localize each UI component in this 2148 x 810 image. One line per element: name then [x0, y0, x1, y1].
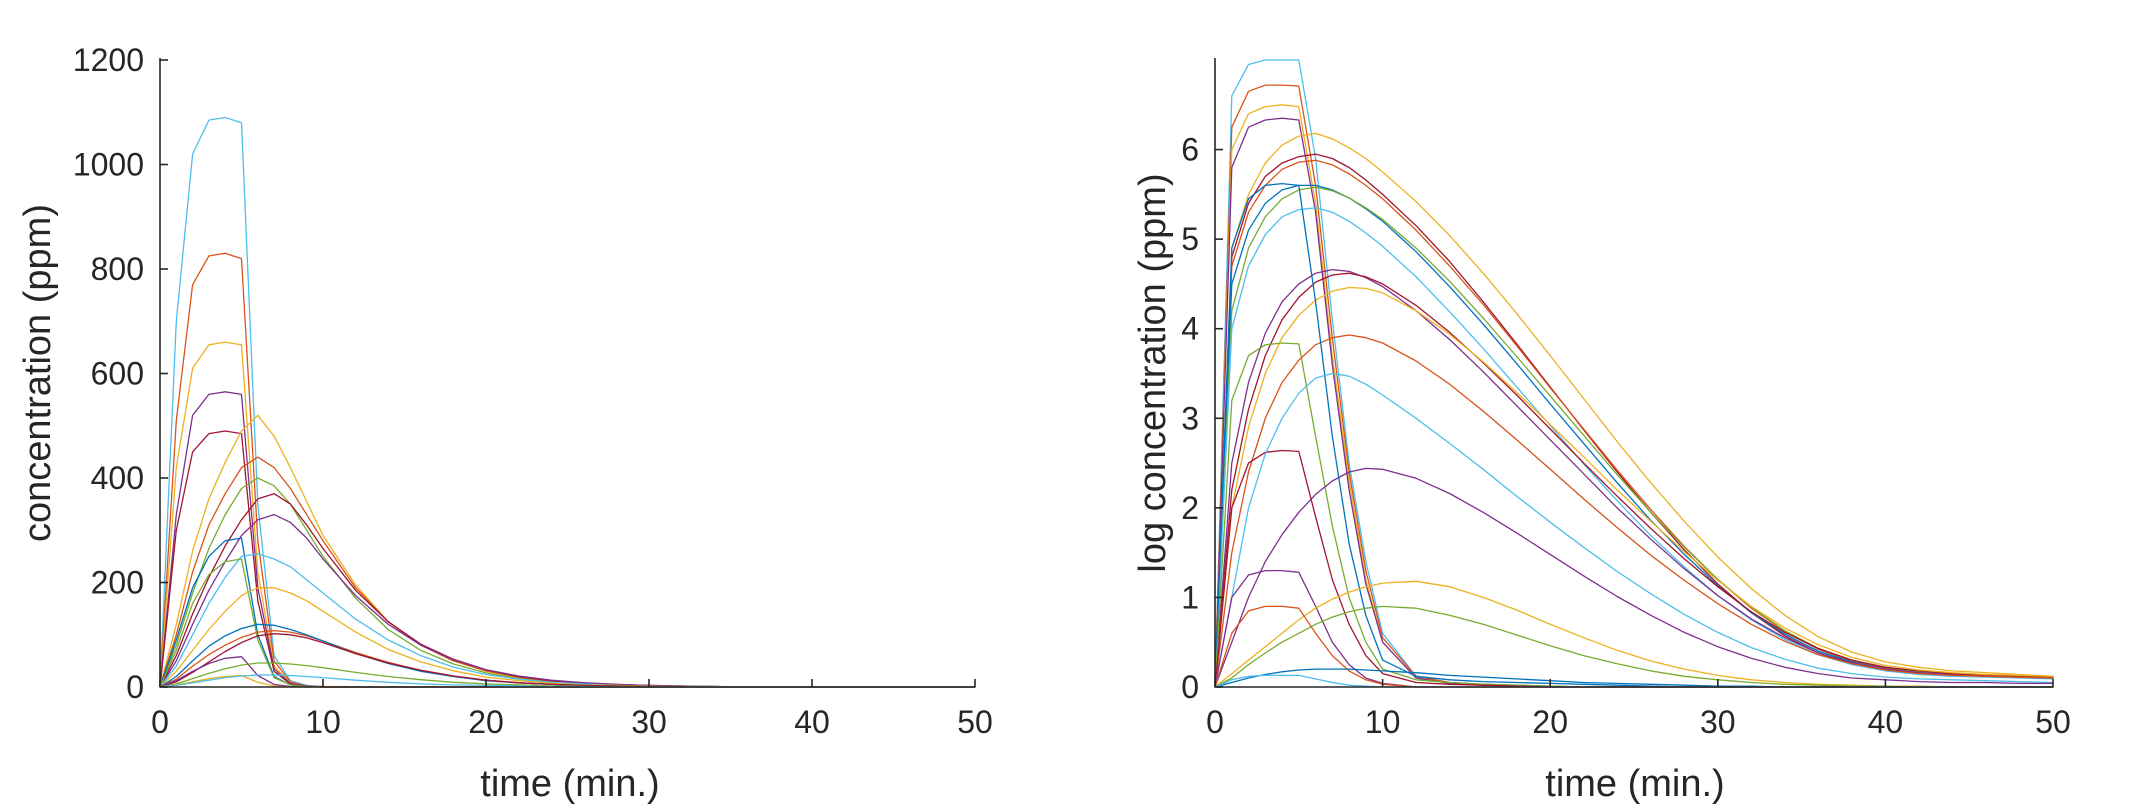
left-chart-y-tick-label: 0	[126, 669, 144, 705]
left-chart-x-tick-label: 0	[151, 704, 169, 740]
right-chart-y-tick-label: 6	[1181, 132, 1199, 168]
right-chart-series-line-13	[1214, 286, 2054, 688]
right-chart-x-tick-label: 0	[1206, 704, 1224, 740]
left-chart-series-line-8	[159, 456, 976, 688]
right-chart-x-tick-label: 20	[1532, 704, 1568, 740]
right-chart-series-line-7	[1214, 159, 2054, 688]
right-chart-series-line-14	[1214, 334, 2054, 688]
right-chart-series-line-8	[1214, 184, 2054, 688]
right-chart-series-line-1	[1214, 59, 2054, 688]
right-chart-series-line-6	[1214, 132, 2054, 688]
left-chart-series-line-5	[159, 430, 976, 688]
left-chart-y-tick-label: 600	[91, 356, 144, 392]
right-chart-y-tick-label: 2	[1181, 490, 1199, 526]
left-chart-series-group	[159, 116, 976, 688]
left-chart-panel: concentration (ppm) time (min.) 0 10 20 30 4…	[17, 42, 993, 805]
left-chart-series-line-3	[159, 341, 976, 688]
left-chart-y-tick-label: 1000	[73, 147, 144, 183]
left-chart-series-line-2	[159, 252, 976, 688]
right-chart-series-line-11	[1214, 268, 2054, 688]
left-chart-series-line-1	[159, 116, 976, 688]
left-chart-series-line-6	[159, 414, 976, 688]
right-chart-x-tick-label: 30	[1700, 704, 1736, 740]
right-chart-series-line-15	[1214, 182, 2054, 688]
right-chart-y-tick-label: 4	[1181, 311, 1199, 347]
right-chart-y-tick-label: 0	[1181, 669, 1199, 705]
right-chart-x-tick-label: 10	[1365, 704, 1401, 740]
right-chart-y-tick-label: 5	[1181, 221, 1199, 257]
right-chart-series-line-12	[1214, 272, 2054, 688]
left-chart-y-tick-label: 200	[91, 565, 144, 601]
right-chart-x-axis-title: time (min.)	[1545, 763, 1724, 805]
right-chart-y-tick-label: 3	[1181, 400, 1199, 436]
left-chart-x-tick-label: 30	[631, 704, 667, 740]
right-chart-series-group	[1214, 59, 2054, 688]
left-chart-x-tick-label: 50	[957, 704, 993, 740]
right-chart-y-tick-label: 1	[1181, 579, 1199, 615]
left-chart-y-axis-title: concentration (ppm)	[17, 204, 59, 542]
right-chart-panel: log concentration (ppm) time (min.) 0 10 2…	[1132, 58, 2071, 805]
right-chart-x-tick-label: 50	[2035, 704, 2071, 740]
left-chart-series-line-11	[159, 537, 976, 688]
left-chart-x-tick-label: 10	[305, 704, 341, 740]
left-chart-series-line-4	[159, 391, 976, 688]
left-chart-series-line-7	[159, 477, 976, 688]
left-chart-series-line-10	[159, 513, 976, 688]
right-chart-x-tick-label: 40	[1868, 704, 1904, 740]
left-chart-y-tick-label: 800	[91, 251, 144, 287]
right-chart-y-axis-title: log concentration (ppm)	[1132, 173, 1174, 572]
left-chart-x-tick-label: 20	[468, 704, 504, 740]
left-chart-x-axis-title: time (min.)	[480, 763, 659, 805]
left-chart-series-line-15	[159, 629, 976, 688]
left-chart-y-tick-label: 1200	[73, 42, 144, 78]
left-chart-x-tick-label: 40	[794, 704, 830, 740]
left-chart-series-line-17	[159, 633, 976, 688]
right-chart-series-line-18	[1214, 372, 2054, 688]
right-chart-series-line-9	[1214, 186, 2054, 688]
left-chart-y-tick-label: 400	[91, 460, 144, 496]
